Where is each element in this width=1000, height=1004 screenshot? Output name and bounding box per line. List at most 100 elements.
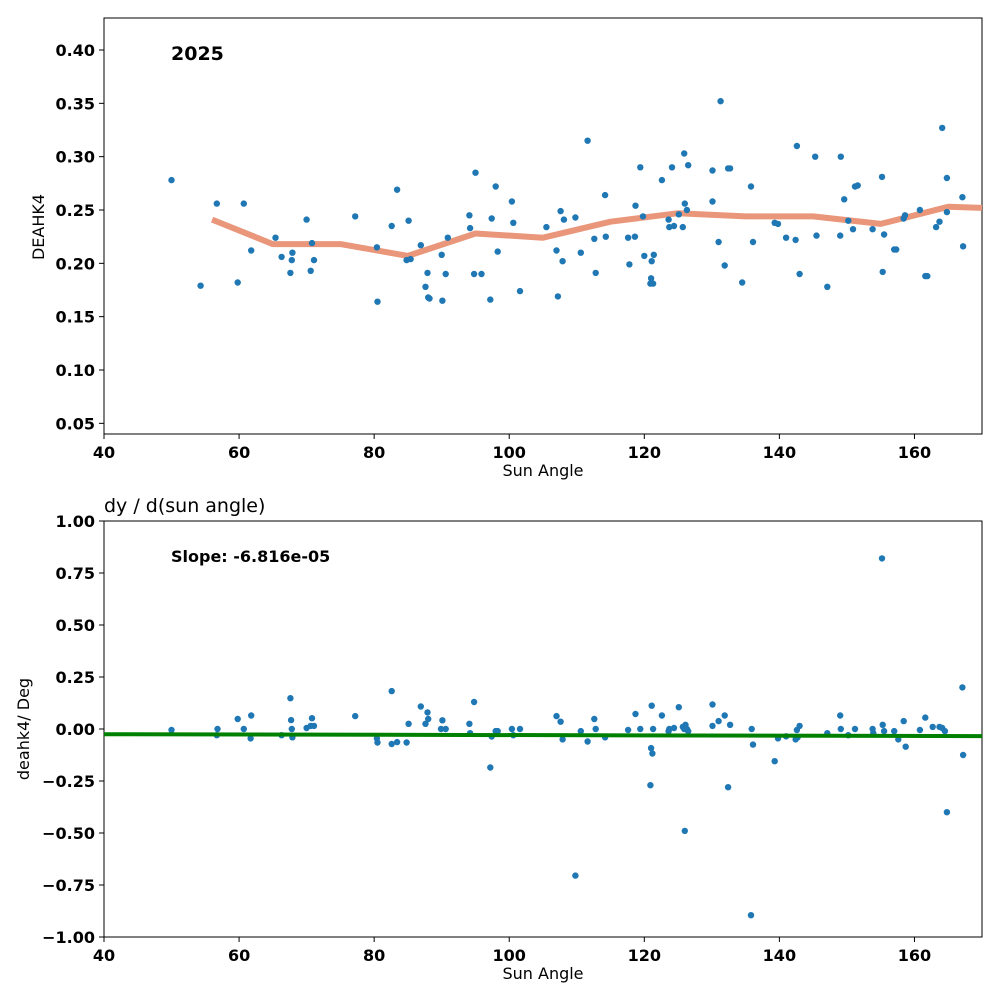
top-chart-data-point	[197, 282, 204, 289]
top-chart-data-point	[679, 223, 686, 231]
top-chart-y-tick-label: 0.10	[56, 361, 95, 380]
top-chart-data-point	[624, 234, 632, 241]
top-chart-data-point	[854, 182, 861, 189]
top-chart-trend-line	[210, 203, 982, 259]
top-chart-y-axis-label: DEAHK4	[29, 194, 48, 260]
top-chart-data-point	[510, 219, 517, 226]
top-chart-data-point	[959, 243, 967, 250]
top-chart-data-point	[553, 247, 560, 254]
bottom-chart-data-point	[374, 739, 381, 746]
top-chart-data-point	[478, 270, 485, 278]
top-chart-data-point	[647, 275, 655, 282]
bottom-chart-data-point	[941, 727, 949, 735]
bottom-chart-data-point	[214, 725, 221, 733]
bottom-chart-data-point	[837, 712, 844, 719]
top-chart-y-tick-label: 0.35	[56, 94, 95, 113]
top-chart-axes: 40 60 80 100 120 140 160 0.05 0.10 0.15 0.20 0.25 0.…	[56, 17, 983, 462]
top-chart-data-point	[916, 206, 924, 214]
bottom-chart-data-point	[405, 720, 412, 727]
top-chart-y-tick-label: 0.40	[56, 41, 95, 60]
top-chart-data-point	[726, 165, 734, 172]
top-chart-data-point	[438, 251, 445, 258]
bottom-chart-data-point	[837, 725, 844, 733]
top-chart-data-point	[715, 238, 722, 246]
top-chart-data-point	[675, 211, 682, 218]
bottom-chart-data-point	[891, 727, 898, 735]
top-chart-data-point	[374, 298, 381, 305]
bottom-chart-data-point	[417, 703, 424, 710]
top-chart-data-point	[417, 242, 424, 249]
bottom-chart-data-point	[466, 720, 473, 727]
top-chart-data-point	[307, 267, 314, 274]
top-chart-data-point	[709, 198, 716, 205]
bottom-chart-data-point	[248, 712, 255, 719]
bottom-chart-data-point	[879, 721, 886, 728]
top-chart-data-point	[681, 200, 688, 207]
bottom-chart-data-point	[851, 725, 859, 733]
bottom-chart-x-tick-label: 100	[493, 946, 526, 965]
bottom-chart-title: dy / d(sun angle)	[104, 495, 265, 517]
top-chart-data-point	[442, 270, 449, 278]
top-chart-data-point	[717, 98, 724, 105]
bottom-chart-data-point	[168, 726, 175, 734]
top-chart-data-point	[668, 164, 676, 171]
bottom-chart-data-point	[553, 712, 560, 720]
top-chart-data-point	[288, 256, 295, 264]
bottom-chart-points-layer	[168, 555, 967, 919]
top-chart: 40 60 80 100 120 140 160 0.05 0.10 0.15 0.20 0.25 0.…	[29, 17, 983, 480]
top-chart-data-point	[303, 216, 310, 223]
bottom-chart-data-point	[584, 738, 591, 745]
top-chart-x-tick-label: 80	[363, 443, 385, 462]
top-chart-data-point	[492, 183, 499, 190]
bottom-chart-data-point	[943, 809, 951, 816]
top-chart-data-point	[924, 272, 931, 280]
bottom-chart-data-point	[721, 712, 728, 719]
top-chart-data-point	[665, 216, 672, 223]
top-chart-data-point	[901, 212, 909, 219]
top-chart-data-point	[559, 258, 566, 265]
top-chart-data-point	[637, 164, 644, 171]
bottom-chart-data-point	[234, 715, 241, 723]
top-chart-data-point	[626, 261, 633, 268]
bottom-chart-data-point	[880, 727, 888, 735]
top-chart-x-tick-label: 140	[763, 443, 796, 462]
top-chart-data-point	[683, 206, 691, 214]
top-chart-data-point	[310, 256, 318, 264]
top-chart-data-point	[739, 279, 746, 286]
top-chart-data-point	[681, 150, 688, 157]
top-chart-x-tick-label: 100	[493, 443, 526, 462]
top-chart-data-point	[466, 224, 474, 232]
top-chart-data-point	[796, 270, 803, 278]
top-chart-data-point	[602, 233, 609, 240]
bottom-chart-data-point	[648, 702, 655, 709]
bottom-chart-x-tick-label: 160	[898, 946, 931, 965]
top-chart-data-point	[592, 269, 599, 277]
bottom-chart-data-point	[424, 709, 431, 716]
top-chart-y-tick-label: 0.30	[56, 148, 95, 167]
bottom-chart-data-point	[632, 710, 639, 718]
top-chart-data-point	[213, 200, 220, 207]
bottom-chart-data-point	[959, 751, 967, 759]
bottom-chart-data-point	[878, 555, 886, 562]
bottom-chart-data-point	[796, 722, 803, 730]
top-chart-data-point	[601, 191, 609, 199]
bottom-chart-data-point	[470, 698, 478, 706]
bottom-chart-fit-line	[104, 732, 982, 739]
top-chart-data-point	[650, 251, 657, 258]
bottom-chart-x-tick-label: 80	[363, 946, 385, 965]
bottom-chart-y-tick-label: −0.50	[42, 824, 95, 843]
top-chart-data-point	[543, 223, 550, 231]
top-chart-data-point	[289, 249, 296, 256]
bottom-chart-data-point	[715, 717, 722, 725]
bottom-chart-x-tick-label: 60	[228, 946, 250, 965]
bottom-chart-data-point	[393, 738, 401, 746]
top-chart-data-point	[388, 222, 395, 230]
bottom-chart-data-point	[310, 722, 318, 730]
top-chart-data-point	[793, 142, 801, 150]
bottom-chart-data-point	[442, 725, 449, 733]
top-chart-x-axis-label: Sun Angle	[502, 461, 583, 480]
bottom-chart-data-point	[591, 715, 598, 723]
bottom-chart-data-point	[439, 717, 446, 724]
top-chart-data-point	[747, 183, 755, 190]
